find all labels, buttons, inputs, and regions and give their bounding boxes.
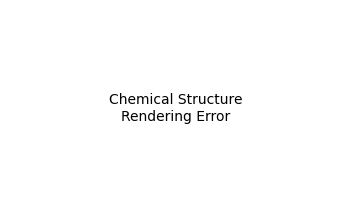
Text: Chemical Structure
Rendering Error: Chemical Structure Rendering Error bbox=[109, 93, 242, 124]
